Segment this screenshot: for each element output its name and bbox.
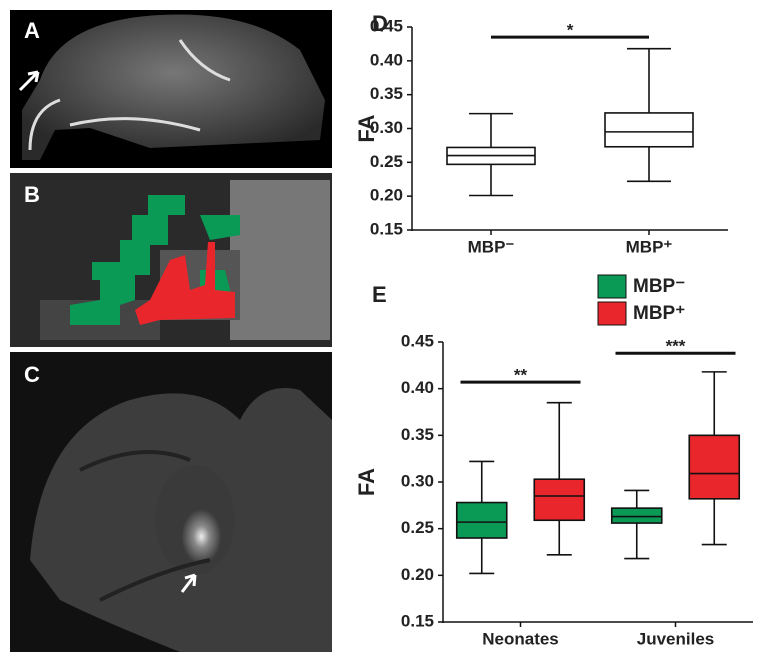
box xyxy=(533,478,586,522)
box xyxy=(688,434,741,500)
y-tick-label: 0.30 xyxy=(401,471,434,490)
legend-swatch xyxy=(597,301,627,326)
y-tick-label: 0.25 xyxy=(401,518,434,537)
y-tick-label: 0.35 xyxy=(370,84,403,103)
significance-label: *** xyxy=(666,337,686,356)
panel-label: E xyxy=(372,282,387,307)
x-tick-label: MBP⁺ xyxy=(626,237,673,256)
x-tick-label: MBP⁻ xyxy=(468,237,515,256)
panel-label: C xyxy=(24,362,40,387)
legend-label: MBP⁻ xyxy=(633,276,685,297)
panel-label: B xyxy=(24,182,40,207)
panel-label: D xyxy=(372,11,388,36)
significance-label: * xyxy=(567,21,574,40)
box xyxy=(604,112,694,148)
legend-swatch xyxy=(597,274,627,299)
panel-b-image: B xyxy=(10,173,332,347)
panel-a-image: A xyxy=(10,10,332,168)
y-tick-label: 0.15 xyxy=(370,219,403,238)
y-tick-label: 0.20 xyxy=(401,565,434,584)
y-tick-label: 0.35 xyxy=(401,425,434,444)
y-axis-label: FA xyxy=(354,114,379,142)
panel-c-image: C xyxy=(10,352,332,652)
box xyxy=(610,507,663,524)
significance-label: ** xyxy=(514,366,528,385)
x-tick-label: Neonates xyxy=(482,629,559,648)
legend-label: MBP⁺ xyxy=(633,303,685,324)
y-tick-label: 0.20 xyxy=(370,186,403,205)
box xyxy=(455,501,508,539)
y-tick-label: 0.25 xyxy=(370,152,403,171)
y-tick-label: 0.45 xyxy=(401,331,434,350)
y-tick-label: 0.15 xyxy=(401,611,434,630)
panel-label: A xyxy=(24,18,40,43)
y-tick-label: 0.45 xyxy=(370,16,403,35)
y-tick-label: 0.40 xyxy=(370,50,403,69)
y-tick-label: 0.40 xyxy=(401,378,434,397)
x-tick-label: Juveniles xyxy=(637,629,715,648)
y-tick-label: 0.30 xyxy=(370,118,403,137)
y-axis-label: FA xyxy=(354,468,379,496)
